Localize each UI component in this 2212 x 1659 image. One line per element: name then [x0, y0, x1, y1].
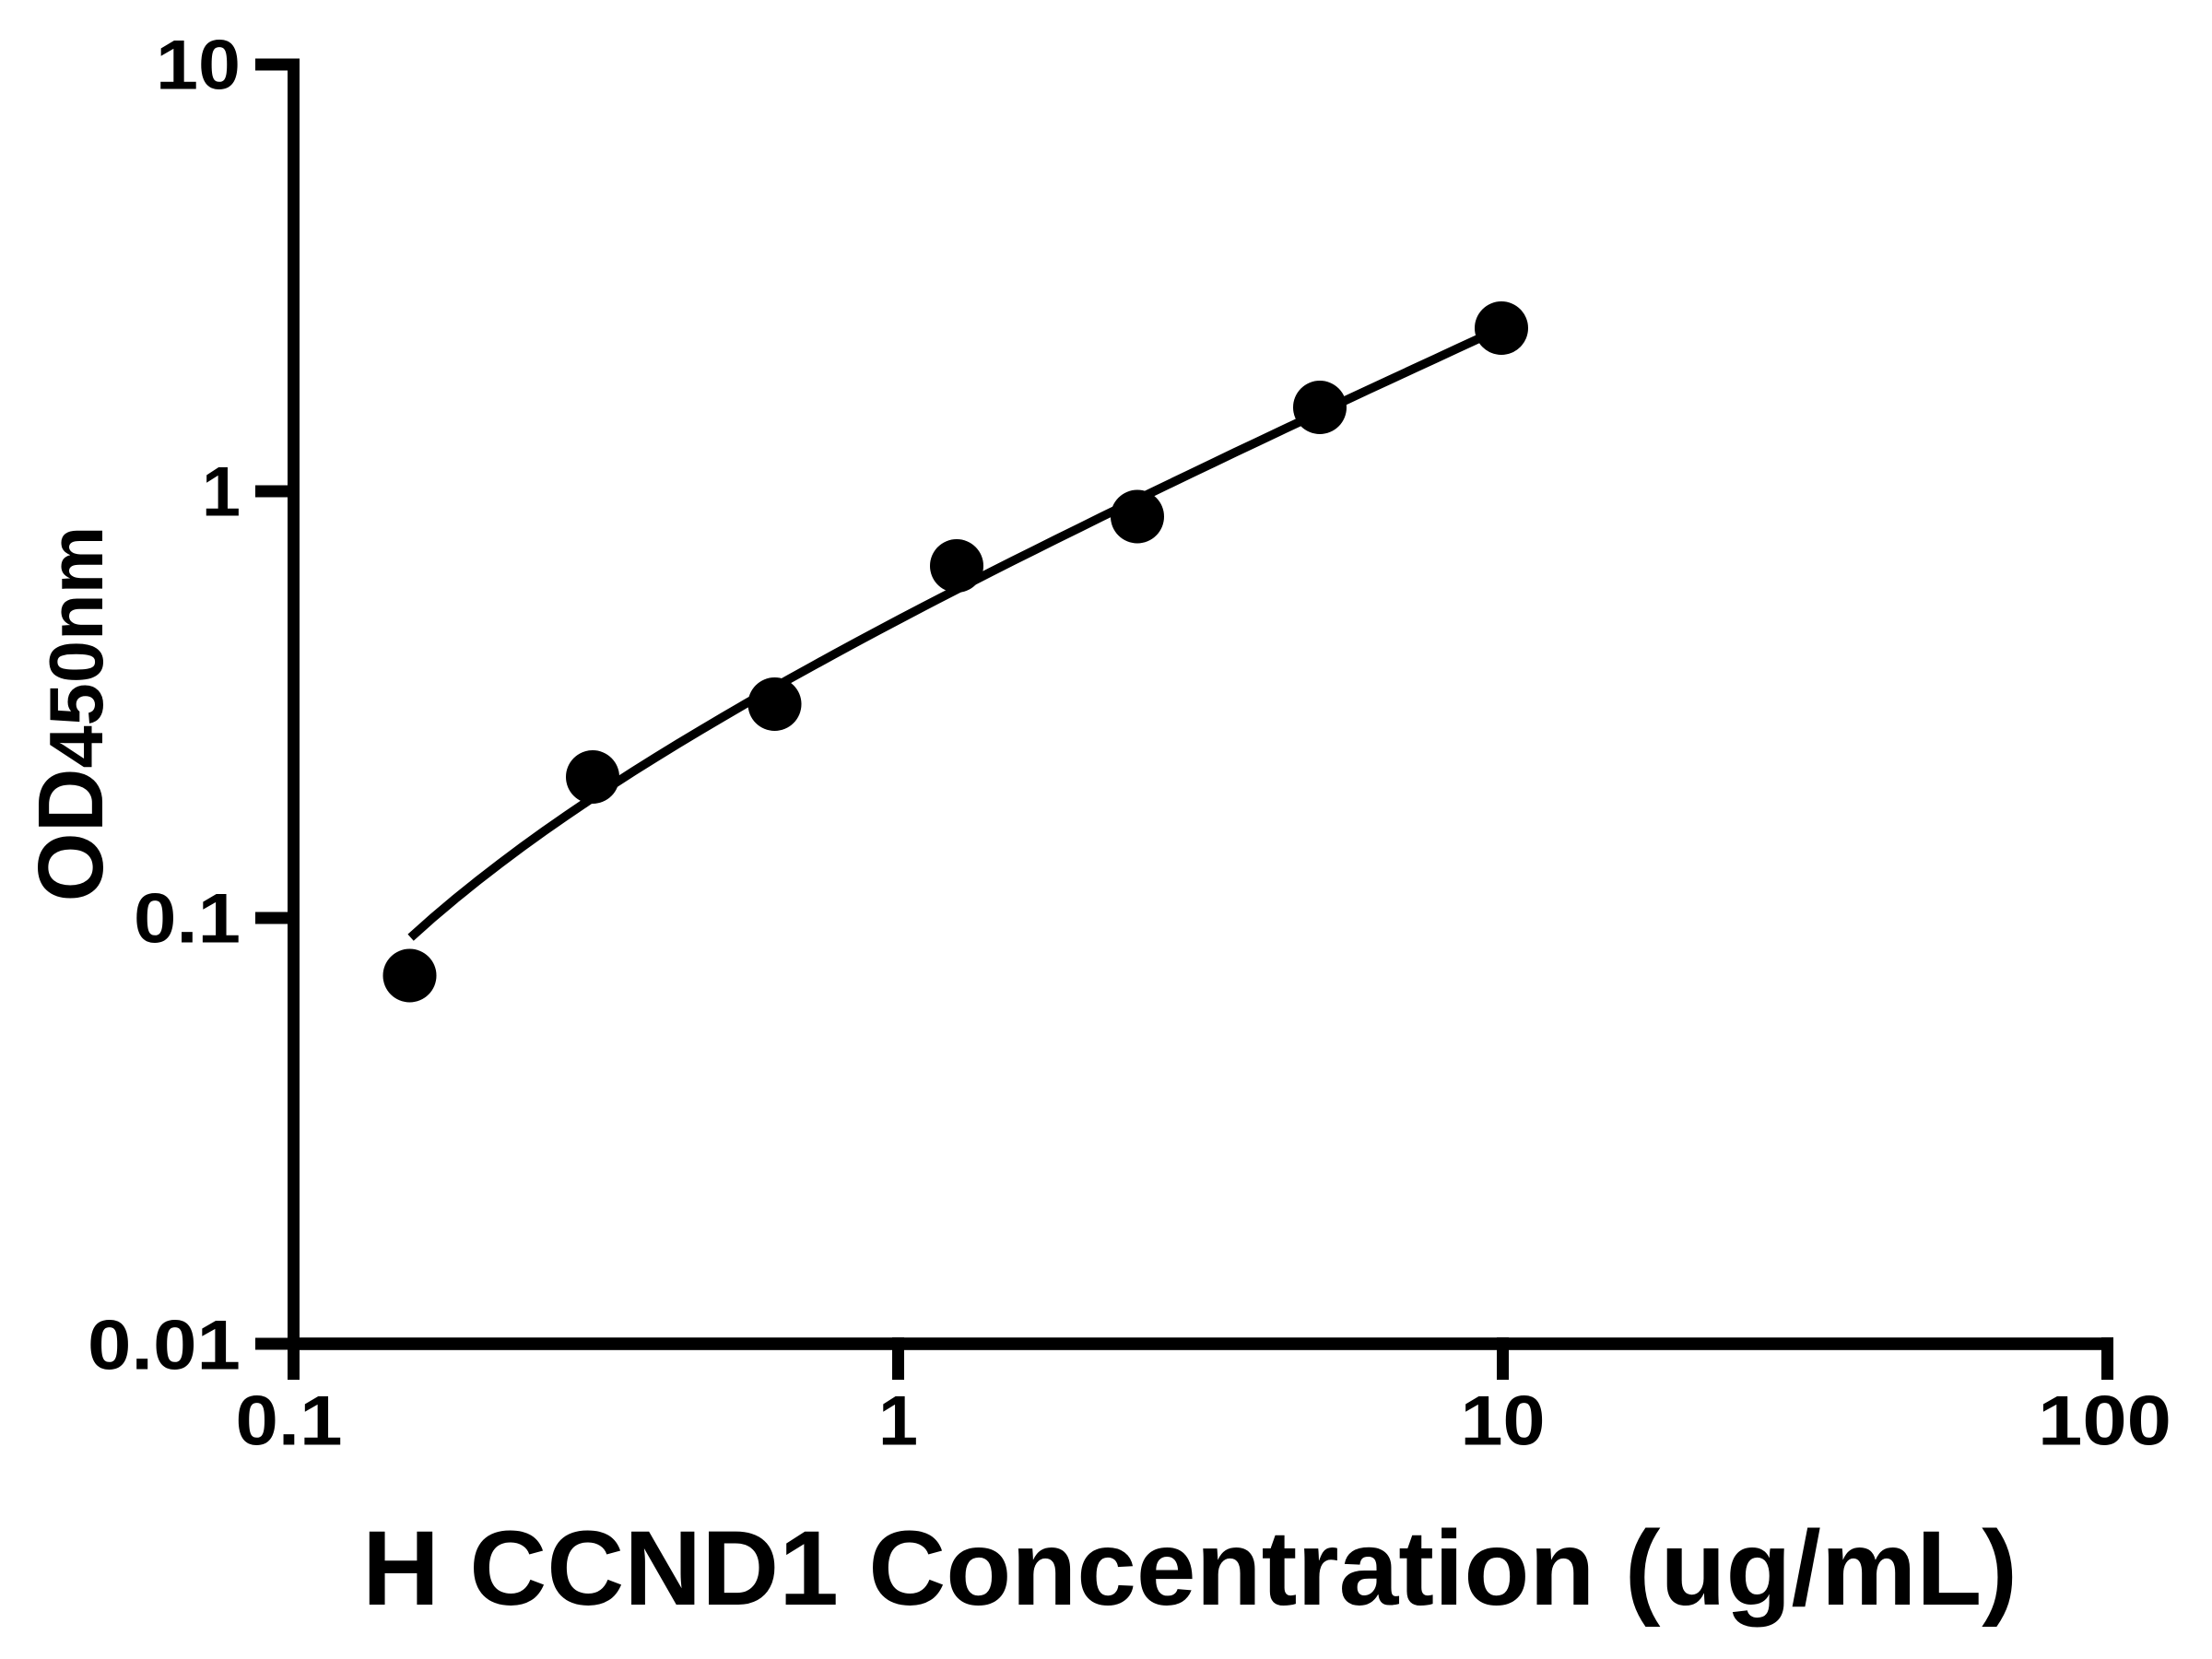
svg-text:10: 10: [156, 26, 241, 104]
svg-text:0.1: 0.1: [134, 879, 241, 958]
svg-text:0.01: 0.01: [88, 1306, 241, 1384]
svg-text:100: 100: [2038, 1382, 2171, 1461]
svg-text:1: 1: [202, 453, 241, 531]
svg-text:OD450nm: OD450nm: [19, 526, 123, 902]
svg-text:0.1: 0.1: [236, 1382, 343, 1461]
svg-text:10: 10: [1461, 1382, 1546, 1461]
svg-text:1: 1: [878, 1382, 918, 1461]
svg-text:H CCND1 Concentration (ug/mL): H CCND1 Concentration (ug/mL): [362, 1510, 2018, 1628]
